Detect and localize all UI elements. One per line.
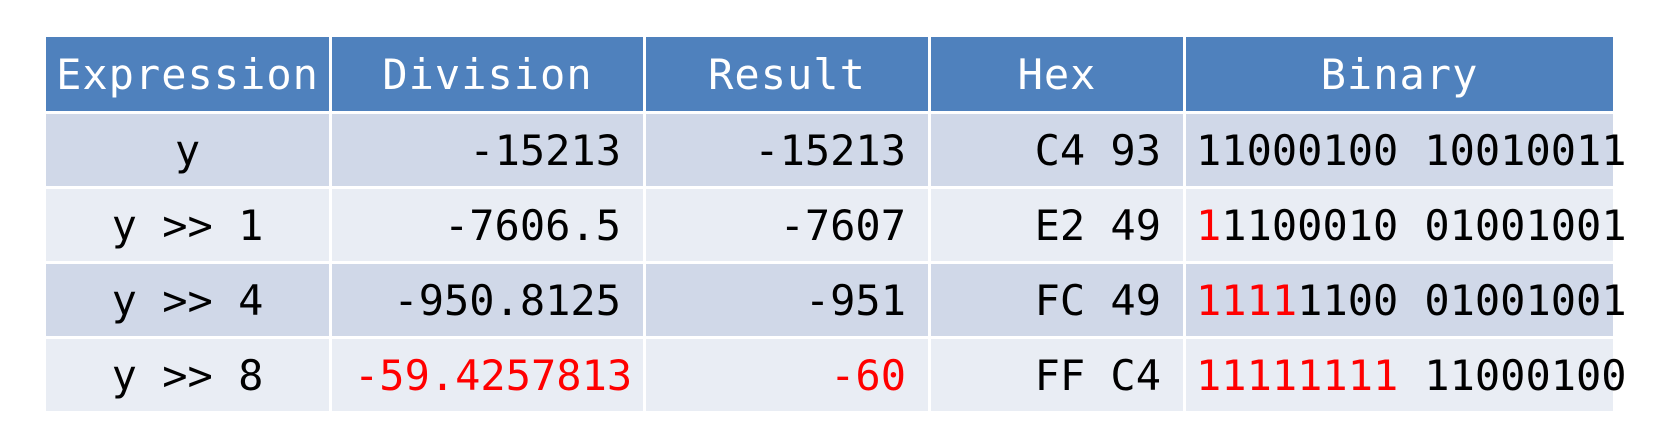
expression-cell: y >> 1 bbox=[43, 186, 332, 264]
binary-low-byte: 10010011 bbox=[1424, 125, 1627, 175]
table-row: y >> 1 -7606.5 -7607 E2 49 11100010 01001… bbox=[43, 186, 1627, 264]
result-cell: -7607 bbox=[643, 186, 931, 264]
binary-cell: 11100010 01001001 bbox=[1183, 186, 1627, 264]
binary-low-byte: 01001001 bbox=[1424, 275, 1627, 325]
header-division: Division bbox=[329, 34, 646, 114]
table-row: y -15213 -15213 C4 93 11000100 10010011 bbox=[43, 111, 1627, 189]
binary-low-byte: 01001001 bbox=[1424, 200, 1627, 250]
hex-cell: C4 93 bbox=[928, 111, 1186, 189]
result-cell: -60 bbox=[643, 336, 931, 414]
binary-high-byte-rest: 11000100 bbox=[1196, 125, 1399, 175]
binary-sign-extension-bits: 11111111 bbox=[1196, 350, 1399, 400]
expression-cell: y >> 8 bbox=[43, 336, 332, 414]
division-cell: -15213 bbox=[329, 111, 646, 189]
division-cell: -950.8125 bbox=[329, 261, 646, 339]
binary-high-byte-rest: 1100 bbox=[1297, 275, 1399, 325]
shift-table-container: Expression Division Result Hex Binary y … bbox=[43, 34, 1627, 414]
header-hex: Hex bbox=[928, 34, 1186, 114]
binary-sign-extension-bits: 1111 bbox=[1196, 275, 1298, 325]
table-row: y >> 8 -59.4257813 -60 FF C4 11111111 110… bbox=[43, 336, 1627, 414]
result-cell: -15213 bbox=[643, 111, 931, 189]
table-row: y >> 4 -950.8125 -951 FC 49 11111100 0100… bbox=[43, 261, 1627, 339]
header-row: Expression Division Result Hex Binary bbox=[43, 34, 1616, 114]
division-cell: -59.4257813 bbox=[329, 336, 646, 414]
expression-cell: y bbox=[43, 111, 332, 189]
arithmetic-shift-table: Expression Division Result Hex Binary y … bbox=[43, 34, 1627, 414]
hex-cell: FF C4 bbox=[928, 336, 1186, 414]
division-cell: -7606.5 bbox=[329, 186, 646, 264]
binary-cell: 11000100 10010011 bbox=[1183, 111, 1627, 189]
binary-cell: 11111100 01001001 bbox=[1183, 261, 1627, 339]
binary-cell: 11111111 11000100 bbox=[1183, 336, 1627, 414]
header-expression: Expression bbox=[43, 34, 332, 114]
binary-sign-extension-bits: 1 bbox=[1196, 200, 1222, 250]
hex-cell: FC 49 bbox=[928, 261, 1186, 339]
header-binary: Binary bbox=[1183, 34, 1616, 114]
binary-high-byte-rest: 1100010 bbox=[1221, 200, 1399, 250]
binary-low-byte: 11000100 bbox=[1424, 350, 1627, 400]
header-result: Result bbox=[643, 34, 931, 114]
expression-cell: y >> 4 bbox=[43, 261, 332, 339]
result-cell: -951 bbox=[643, 261, 931, 339]
hex-cell: E2 49 bbox=[928, 186, 1186, 264]
